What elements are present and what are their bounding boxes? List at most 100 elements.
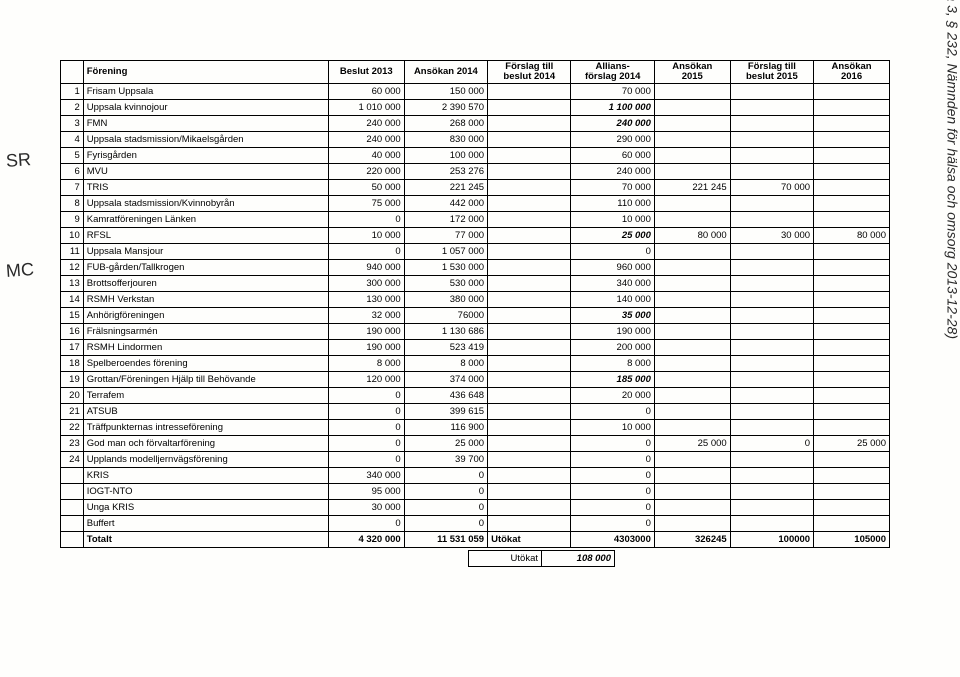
table-cell: 60 000 (328, 83, 404, 99)
table-cell (61, 483, 84, 499)
table-cell: Träffpunkternas intresseförening (83, 419, 328, 435)
table-cell (654, 467, 730, 483)
table-cell (654, 499, 730, 515)
table-row: Buffert000 (61, 515, 890, 531)
table-cell (730, 499, 813, 515)
table-cell (814, 371, 890, 387)
table-row: KRIS340 00000 (61, 467, 890, 483)
table-row: 24Upplands modelljernvägsförening039 700… (61, 451, 890, 467)
table-cell: 10 (61, 227, 84, 243)
header-forslag-beslut2014: Förslag tillbeslut 2014 (488, 61, 571, 84)
table-cell: 19 (61, 371, 84, 387)
table-cell (814, 115, 890, 131)
table-cell (814, 355, 890, 371)
table-cell: 0 (328, 419, 404, 435)
table-row: 5Fyrisgården40 000100 00060 000 (61, 147, 890, 163)
table-cell (814, 451, 890, 467)
table-cell: 20 (61, 387, 84, 403)
table-cell: 70 000 (571, 179, 654, 195)
table-cell: RSMH Lindormen (83, 339, 328, 355)
table-cell: 340 000 (328, 467, 404, 483)
table-cell: 0 (404, 483, 487, 499)
table-cell: 190 000 (328, 323, 404, 339)
table-cell: 8 000 (404, 355, 487, 371)
table-cell: Brottsofferjouren (83, 275, 328, 291)
table-cell: 1 130 686 (404, 323, 487, 339)
header-forening: Förening (83, 61, 328, 84)
table-cell (814, 147, 890, 163)
table-cell: 200 000 (571, 339, 654, 355)
table-cell: 0 (328, 387, 404, 403)
table-body: 1Frisam Uppsala60 000150 00070 0002Uppsa… (61, 83, 890, 547)
table-cell: 399 615 (404, 403, 487, 419)
table-cell: Frisam Uppsala (83, 83, 328, 99)
funding-table: Förening Beslut 2013 Ansökan 2014 Försla… (60, 60, 890, 548)
table-cell: 24 (61, 451, 84, 467)
header-ansokan2016: Ansökan2016 (814, 61, 890, 84)
table-cell (814, 131, 890, 147)
table-cell: Utökat (488, 531, 571, 547)
table-cell: 9 (61, 211, 84, 227)
table-cell: 523 419 (404, 339, 487, 355)
table-cell: Anhörigföreningen (83, 307, 328, 323)
table-cell: 25 000 (404, 435, 487, 451)
table-cell: FMN (83, 115, 328, 131)
table-cell: Grottan/Föreningen Hjälp till Behövande (83, 371, 328, 387)
table-cell (61, 467, 84, 483)
table-cell: 4 (61, 131, 84, 147)
table-cell: 25 000 (654, 435, 730, 451)
table-cell: 0 (404, 467, 487, 483)
table-cell (730, 419, 813, 435)
table-cell (61, 515, 84, 531)
table-cell: 4 320 000 (328, 531, 404, 547)
table-cell: 39 700 (404, 451, 487, 467)
table-cell: 380 000 (404, 291, 487, 307)
table-cell: 0 (571, 243, 654, 259)
table-cell (654, 115, 730, 131)
table-cell: 240 000 (328, 115, 404, 131)
table-cell (654, 355, 730, 371)
table-cell (488, 83, 571, 99)
table-cell: RFSL (83, 227, 328, 243)
table-cell (730, 291, 813, 307)
table-cell: 0 (571, 515, 654, 531)
table-cell: 20 000 (571, 387, 654, 403)
table-cell (730, 131, 813, 147)
header-forslag-beslut2015: Förslag tillbeslut 2015 (730, 61, 813, 84)
table-cell: 95 000 (328, 483, 404, 499)
table-cell: 32 000 (328, 307, 404, 323)
table-cell: Uppsala stadsmission/Mikaelsgården (83, 131, 328, 147)
table-cell: 240 000 (571, 115, 654, 131)
table-cell (654, 323, 730, 339)
table-cell: Spelberoendes förening (83, 355, 328, 371)
table-cell (814, 291, 890, 307)
table-cell: 326245 (654, 531, 730, 547)
table-cell: God man och förvaltarförening (83, 435, 328, 451)
table-cell: 8 (61, 195, 84, 211)
table-cell: 290 000 (571, 131, 654, 147)
table-cell: TRIS (83, 179, 328, 195)
table-cell (730, 483, 813, 499)
table-cell (730, 403, 813, 419)
table-cell: IOGT-NTO (83, 483, 328, 499)
table-cell (814, 99, 890, 115)
table-cell (730, 147, 813, 163)
utokat-footer: Utökat 108 000 (60, 550, 920, 567)
table-cell: KRIS (83, 467, 328, 483)
table-cell (488, 307, 571, 323)
table-cell: Totalt (83, 531, 328, 547)
table-cell: 10 000 (328, 227, 404, 243)
table-row: IOGT-NTO95 00000 (61, 483, 890, 499)
table-cell: 10 000 (571, 419, 654, 435)
table-row: 10RFSL10 00077 00025 00080 00030 00080 0… (61, 227, 890, 243)
table-cell (654, 99, 730, 115)
table-row: 23God man och förvaltarförening025 00002… (61, 435, 890, 451)
table-cell (814, 275, 890, 291)
table-cell: 80 000 (814, 227, 890, 243)
table-cell (730, 275, 813, 291)
table-cell (654, 211, 730, 227)
table-cell (488, 499, 571, 515)
table-cell (488, 371, 571, 387)
header-ansokan2014: Ansökan 2014 (404, 61, 487, 84)
right-side-annotation: (Bilaga 3, § 232, Nämnden för hälsa och … (944, 0, 960, 339)
